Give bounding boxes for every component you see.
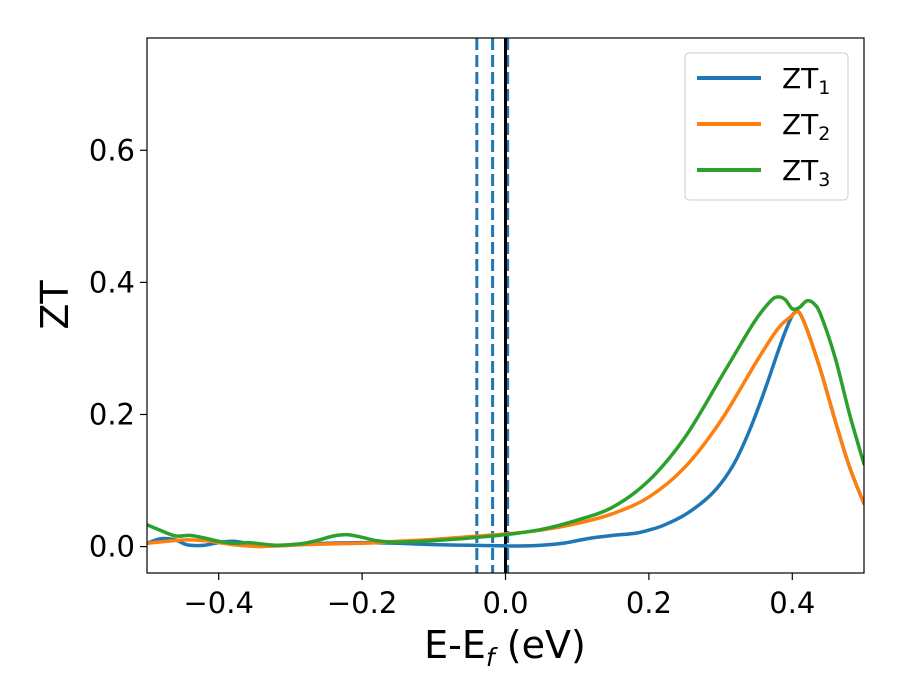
legend-label-1: ZT1 xyxy=(782,62,830,99)
legend-label-3: ZT3 xyxy=(782,154,830,191)
x-tick-label: −0.4 xyxy=(183,586,253,620)
y-tick-label: 0.2 xyxy=(89,397,135,431)
x-axis-title-main: E-E xyxy=(424,623,486,667)
x-axis-title: E-Ef (eV) xyxy=(424,623,586,672)
legend-box xyxy=(684,52,849,201)
vertical-lines xyxy=(475,38,510,573)
y-tick-label: 0.4 xyxy=(89,265,135,299)
x-tick-label: 0.0 xyxy=(482,586,528,620)
legend-label-2: ZT2 xyxy=(782,108,830,145)
x-axis-ticks: −0.4 −0.2 0.0 0.2 0.4 xyxy=(183,573,815,620)
x-axis-title-suffix: (eV) xyxy=(495,623,586,667)
y-axis-ticks: 0.0 0.2 0.4 0.6 xyxy=(89,133,147,564)
x-tick-label: 0.4 xyxy=(769,586,815,620)
y-axis-title: ZT xyxy=(33,280,77,330)
legend: ZT1 ZT2 ZT3 xyxy=(684,52,849,201)
y-tick-label: 0.0 xyxy=(89,530,135,564)
x-tick-label: −0.2 xyxy=(327,586,397,620)
y-tick-label: 0.6 xyxy=(89,133,135,167)
series-line-3 xyxy=(147,295,864,548)
series-lines xyxy=(147,295,864,549)
x-tick-label: 0.2 xyxy=(626,586,672,620)
